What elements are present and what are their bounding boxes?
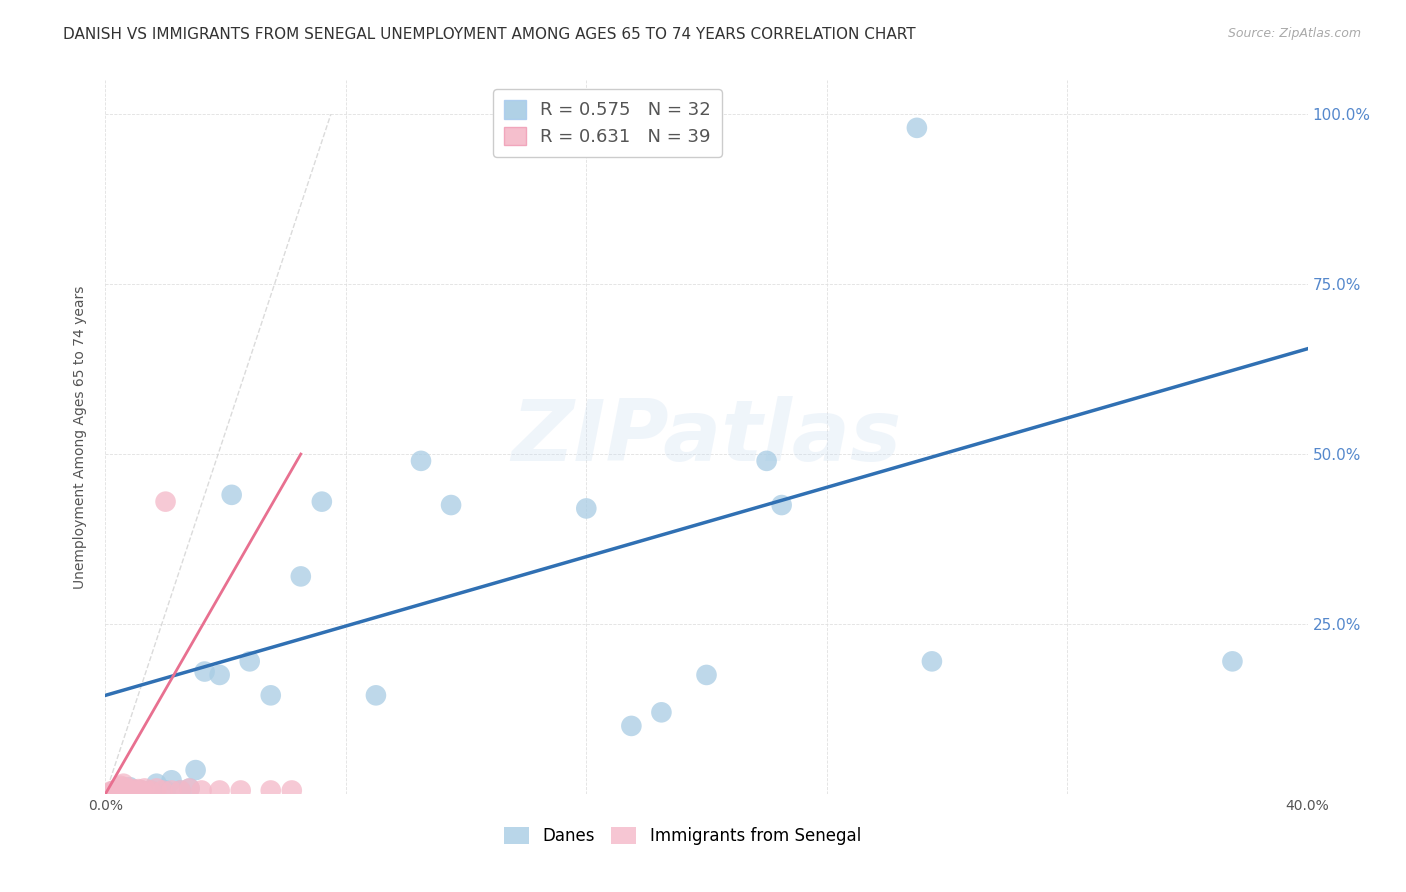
Point xyxy=(575,501,598,516)
Point xyxy=(107,783,129,797)
Point xyxy=(169,783,191,797)
Point xyxy=(112,777,135,791)
Point xyxy=(103,783,125,797)
Point xyxy=(115,781,138,796)
Point xyxy=(260,689,283,703)
Text: Source: ZipAtlas.com: Source: ZipAtlas.com xyxy=(1227,27,1361,40)
Y-axis label: Unemployment Among Ages 65 to 74 years: Unemployment Among Ages 65 to 74 years xyxy=(73,285,87,589)
Point xyxy=(1222,654,1244,668)
Point xyxy=(179,781,201,796)
Point xyxy=(110,782,132,797)
Point xyxy=(131,783,153,797)
Point xyxy=(112,781,135,796)
Point xyxy=(755,454,778,468)
Point xyxy=(905,120,928,135)
Point xyxy=(155,494,177,508)
Point xyxy=(110,780,132,794)
Point xyxy=(121,782,143,797)
Point xyxy=(208,783,231,797)
Point xyxy=(110,784,132,798)
Point xyxy=(184,763,207,777)
Point xyxy=(208,668,231,682)
Point xyxy=(103,785,125,799)
Point xyxy=(155,783,177,797)
Point xyxy=(103,783,125,797)
Point xyxy=(103,784,125,798)
Point xyxy=(139,783,162,797)
Point xyxy=(110,782,132,797)
Text: DANISH VS IMMIGRANTS FROM SENEGAL UNEMPLOYMENT AMONG AGES 65 TO 74 YEARS CORRELA: DANISH VS IMMIGRANTS FROM SENEGAL UNEMPL… xyxy=(63,27,915,42)
Point xyxy=(112,783,135,797)
Point xyxy=(260,783,283,797)
Point xyxy=(194,665,217,679)
Point xyxy=(239,654,262,668)
Point xyxy=(110,781,132,796)
Legend: Danes, Immigrants from Senegal: Danes, Immigrants from Senegal xyxy=(495,819,869,854)
Point xyxy=(650,706,672,720)
Point xyxy=(169,783,191,797)
Point xyxy=(124,783,146,797)
Point xyxy=(110,779,132,793)
Point xyxy=(112,780,135,794)
Text: ZIPatlas: ZIPatlas xyxy=(512,395,901,479)
Point xyxy=(131,783,153,797)
Point xyxy=(128,782,150,797)
Point xyxy=(921,654,943,668)
Point xyxy=(100,784,122,798)
Point xyxy=(115,785,138,799)
Point xyxy=(696,668,718,682)
Point xyxy=(134,781,156,796)
Point xyxy=(221,488,243,502)
Point xyxy=(160,773,183,788)
Point xyxy=(179,781,201,796)
Point xyxy=(152,783,174,797)
Point xyxy=(440,498,463,512)
Point xyxy=(190,783,212,797)
Point xyxy=(124,783,146,797)
Point xyxy=(620,719,643,733)
Point xyxy=(229,783,252,797)
Point xyxy=(107,782,129,797)
Point xyxy=(107,784,129,798)
Point xyxy=(281,783,304,797)
Point xyxy=(110,783,132,797)
Point xyxy=(311,494,333,508)
Point xyxy=(770,498,793,512)
Point xyxy=(290,569,312,583)
Point xyxy=(115,783,138,797)
Point xyxy=(160,783,183,797)
Point xyxy=(100,785,122,799)
Point xyxy=(134,785,156,799)
Point xyxy=(364,689,387,703)
Point xyxy=(145,781,167,796)
Point xyxy=(145,777,167,791)
Point xyxy=(139,783,162,797)
Point xyxy=(118,783,141,797)
Point xyxy=(110,783,132,797)
Point xyxy=(118,780,141,794)
Point xyxy=(409,454,432,468)
